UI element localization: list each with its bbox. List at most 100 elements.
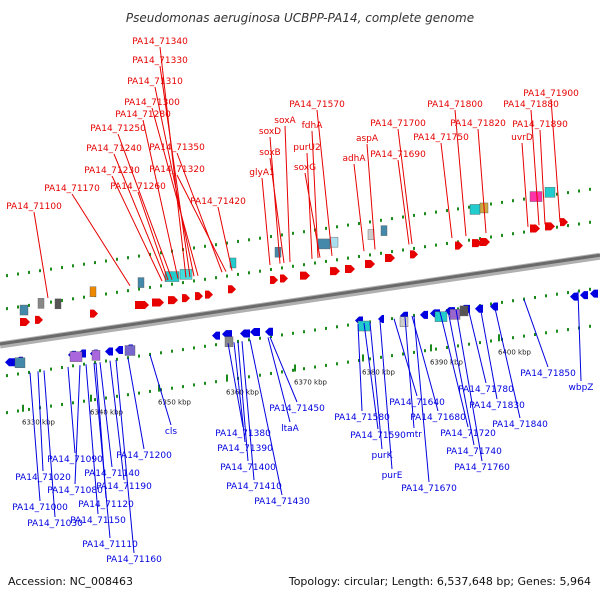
tick-dot: [303, 263, 305, 267]
feature-box: [529, 191, 543, 202]
topology-text: Topology: circular; Length: 6,537,648 bp…: [288, 575, 591, 588]
bottom-gene-label: purE: [382, 471, 403, 481]
leader-line: [249, 339, 283, 496]
bottom-gene-label: PA14_71430: [254, 497, 310, 507]
tick-dot: [61, 403, 63, 406]
top-gene-label: PA14_71230: [84, 166, 140, 176]
leader-line: [397, 159, 410, 245]
leader-line: [530, 109, 540, 226]
tick-dot: [215, 276, 217, 280]
tick-dot: [292, 231, 294, 235]
leader-line: [37, 371, 44, 472]
tick-dot: [424, 349, 426, 353]
tick-dot: [413, 213, 415, 217]
bottom-gene-label: PA14_71120: [78, 500, 134, 510]
tick-dot: [380, 218, 382, 222]
forward-gene-arrow: [195, 292, 203, 301]
leader-line: [379, 320, 393, 470]
bottom-gene-label: mtr: [406, 430, 422, 440]
tick-dot: [336, 258, 338, 262]
tick-dot: [534, 333, 536, 336]
tick-dot: [215, 343, 217, 347]
tick-dot: [72, 297, 74, 301]
bottom-gene-label: PA14_71390: [217, 444, 273, 454]
forward-gene-arrow: [182, 294, 190, 303]
tick-dot: [17, 372, 19, 376]
tick-dot: [94, 398, 96, 402]
top-gene-label: fdhA: [302, 121, 324, 131]
tick-dot: [204, 244, 206, 248]
tick-dot: [50, 367, 52, 371]
tick-dot: [248, 375, 250, 379]
tick-dot: [61, 366, 63, 369]
top-gene-label: PA14_71310: [127, 77, 183, 87]
forward-gene-arrow: [560, 218, 568, 227]
bottom-gene-label: PA14_71200: [116, 451, 172, 461]
tick-major: [22, 404, 24, 412]
top-gene-label: PA14_71800: [427, 100, 483, 110]
leader-line: [363, 323, 379, 430]
tick-dot: [28, 303, 30, 307]
tick-dot: [259, 373, 261, 377]
tick-dot: [347, 323, 349, 327]
leader-line: [306, 152, 313, 259]
leader-line: [149, 354, 172, 426]
bottom-gene-label: PA14_71140: [84, 469, 140, 479]
tick-dot: [281, 233, 283, 237]
bottom-gene-label: PA14_71590: [350, 431, 406, 441]
leader-line: [261, 177, 271, 266]
bottom-gene-label: PA14_71450: [269, 404, 325, 414]
tick-label: 6340 kbp: [90, 409, 124, 417]
tick-major: [90, 394, 92, 402]
leader-line: [311, 130, 319, 258]
leader-line: [369, 322, 383, 450]
leader-line: [455, 309, 483, 462]
tick-dot: [127, 289, 129, 293]
leader-line: [241, 341, 255, 481]
tick-dot: [116, 394, 118, 398]
bottom-gene-label: PA14_71410: [226, 482, 282, 492]
bottom-gene-label: PA14_71850: [520, 369, 576, 379]
leader-line: [227, 343, 244, 428]
tick-dot: [28, 407, 30, 411]
tick-dot: [171, 349, 173, 353]
bottom-gene-label: PA14_71680: [410, 413, 466, 423]
reverse-gene-arrow: [590, 289, 598, 298]
tick-dot: [116, 290, 118, 294]
feature-box: [124, 345, 136, 356]
bottom-gene-label: PA14_71080: [47, 486, 103, 496]
forward-gene-arrow: [385, 254, 395, 263]
forward-gene-arrow: [35, 315, 43, 324]
top-gene-label: PA14_71260: [110, 182, 166, 192]
bottom-gene-label: PA14_71020: [15, 473, 71, 483]
tick-dot: [501, 200, 503, 204]
feature-box: [449, 309, 461, 320]
bottom-gene-label: PA14_71580: [334, 413, 390, 423]
feature-box: [459, 305, 469, 317]
tick-dot: [391, 250, 393, 254]
tick-dot: [578, 289, 580, 293]
tick-major: [498, 334, 500, 342]
tick-dot: [292, 264, 294, 268]
tick-dot: [567, 291, 569, 295]
leader-line: [316, 109, 333, 256]
tick-dot: [281, 333, 283, 337]
tick-dot: [556, 292, 558, 296]
tick-dot: [567, 328, 569, 332]
tick-dot: [149, 285, 151, 289]
bottom-gene-label: PA14_71640: [389, 398, 445, 408]
leader-line: [413, 315, 430, 483]
tick-dot: [237, 339, 239, 343]
tick-dot: [149, 352, 151, 356]
tick-dot: [116, 257, 118, 261]
tick-dot: [28, 270, 30, 274]
tick-dot: [39, 269, 41, 273]
top-gene-label: PA14_71820: [450, 119, 506, 129]
tick-dot: [270, 335, 272, 338]
tick-dot: [523, 297, 525, 301]
feature-box: [329, 236, 339, 248]
top-gene-label: PA14_71340: [132, 37, 188, 47]
leader-line: [43, 370, 56, 518]
reverse-gene-arrow: [265, 327, 273, 336]
